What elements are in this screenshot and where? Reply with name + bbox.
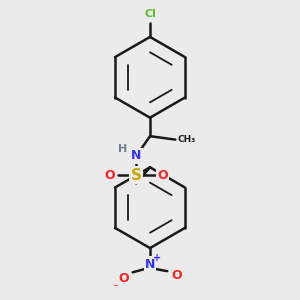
- Text: O: O: [158, 169, 168, 182]
- Text: ⁻: ⁻: [112, 284, 118, 293]
- Text: N: N: [131, 149, 141, 162]
- Text: Cl: Cl: [144, 9, 156, 19]
- Text: O: O: [171, 269, 182, 282]
- Text: O: O: [104, 169, 115, 182]
- Text: +: +: [153, 254, 161, 263]
- Text: CH₃: CH₃: [178, 135, 196, 144]
- Text: S: S: [131, 168, 142, 183]
- Text: O: O: [118, 272, 129, 285]
- Text: H: H: [118, 144, 127, 154]
- Text: N: N: [145, 258, 155, 271]
